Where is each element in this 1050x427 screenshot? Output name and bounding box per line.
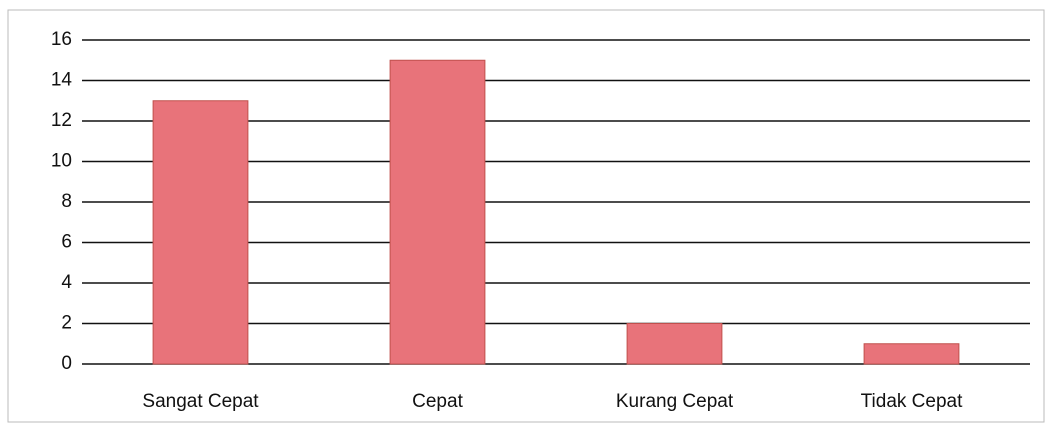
y-tick-label: 12	[51, 110, 72, 131]
x-tick-label: Kurang Cepat	[616, 391, 734, 412]
y-tick-label: 2	[61, 313, 72, 334]
y-tick-label: 4	[61, 272, 72, 293]
y-tick-label: 6	[61, 232, 72, 253]
bar	[389, 59, 486, 365]
y-tick-label: 10	[51, 151, 72, 172]
x-tick-label: Sangat Cepat	[142, 391, 259, 412]
bar	[626, 323, 723, 365]
y-tick-label: 16	[51, 29, 72, 50]
bar	[152, 100, 249, 365]
x-tick-label: Tidak Cepat	[861, 391, 963, 412]
bar	[863, 343, 960, 365]
chart-border	[7, 9, 1045, 423]
x-tick-label: Cepat	[412, 391, 463, 412]
y-tick-label: 8	[61, 191, 72, 212]
y-tick-label: 14	[51, 70, 73, 91]
y-tick-label: 0	[61, 353, 72, 374]
